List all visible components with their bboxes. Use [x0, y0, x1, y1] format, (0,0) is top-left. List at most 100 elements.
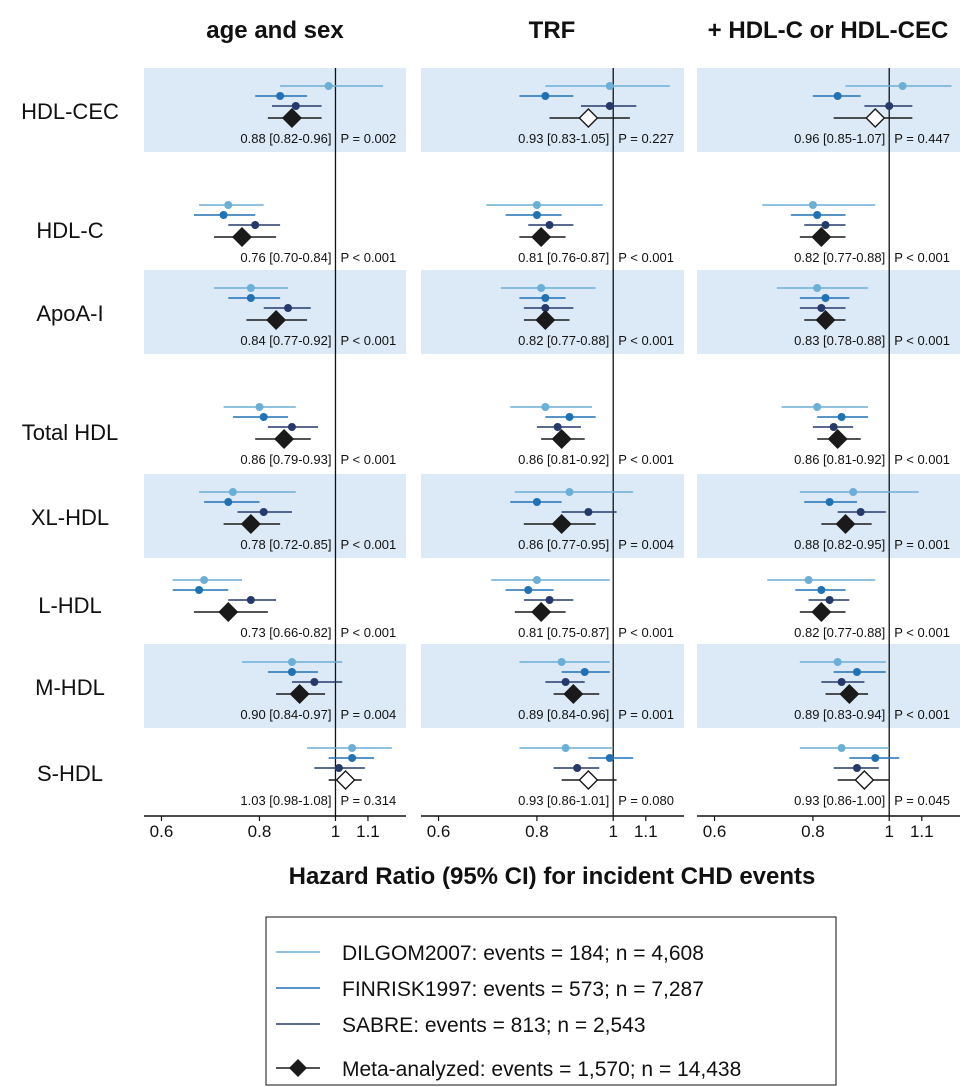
- meta-diamond: [839, 684, 860, 704]
- sabre-point: [561, 678, 570, 686]
- dilgom2007-point: [324, 82, 333, 90]
- meta-diamond: [811, 227, 832, 247]
- estimate-label: 0.88 [0.82-0.96]: [240, 131, 331, 146]
- finrisk1997-point: [565, 413, 574, 421]
- meta-diamond: [289, 684, 310, 704]
- meta-diamond: [531, 602, 552, 622]
- finrisk1997-point: [524, 586, 533, 594]
- meta-diamond: [531, 227, 552, 247]
- dilgom2007-point: [565, 488, 574, 496]
- estimate-label: 0.90 [0.84-0.97]: [240, 707, 331, 722]
- legend-entry-finrisk1997: FINRISK1997: events = 573; n = 7,287: [342, 978, 704, 1001]
- meta-diamond: [815, 310, 836, 330]
- finrisk1997-point: [821, 294, 830, 302]
- meta-diamond: [551, 429, 572, 449]
- meta-diamond: [274, 429, 295, 449]
- dilgom2007-point: [537, 284, 546, 292]
- p-value-label: P = 0.314: [340, 793, 396, 808]
- row-band: [144, 68, 406, 152]
- p-value-label: P = 0.004: [340, 707, 396, 722]
- dilgom2007-point: [849, 488, 858, 496]
- finrisk1997-point: [195, 586, 204, 594]
- finrisk1997-point: [532, 211, 541, 219]
- dilgom2007-point: [557, 658, 566, 666]
- sabre-point: [251, 221, 260, 229]
- sabre-point: [584, 508, 593, 516]
- meta-diamond: [854, 770, 875, 790]
- estimate-label: 0.89 [0.83-0.94]: [794, 707, 885, 722]
- p-value-label: P = 0.001: [894, 537, 950, 552]
- meta-diamond: [535, 310, 556, 330]
- meta-diamond: [578, 108, 599, 128]
- sabre-point: [885, 102, 894, 110]
- sabre-point: [334, 764, 343, 772]
- meta-diamond: [811, 602, 832, 622]
- dilgom2007-point: [200, 576, 209, 584]
- panel-2: 0.6 0.8 1 1.1 0.93 [0.83-1.05] P = 0.227 0.81 …: [421, 68, 684, 841]
- dilgom2007-point: [813, 284, 822, 292]
- row-label-apoa-i: ApoA-I: [36, 301, 103, 326]
- p-value-label: P = 0.004: [618, 537, 674, 552]
- finrisk1997-point: [541, 294, 550, 302]
- dilgom2007-point: [808, 201, 817, 209]
- finrisk1997-point: [871, 754, 880, 762]
- p-value-label: P < 0.001: [894, 452, 950, 467]
- meta-diamond: [240, 514, 261, 534]
- x-tick-label: 1: [884, 822, 893, 841]
- sabre-point: [287, 423, 296, 431]
- meta-diamond: [835, 514, 856, 534]
- row-label-m-hdl: M-HDL: [35, 675, 105, 700]
- estimate-label: 0.86 [0.81-0.92]: [518, 452, 609, 467]
- panel-1: 0.6 0.8 1 1.1 0.88 [0.82-0.96] P = 0.002 0.76 …: [144, 68, 406, 841]
- p-value-label: P = 0.001: [618, 707, 674, 722]
- dilgom2007-point: [228, 488, 237, 496]
- x-tick-label: 1.1: [356, 822, 380, 841]
- estimate-label: 0.81 [0.76-0.87]: [518, 250, 609, 265]
- row-band: [697, 644, 960, 728]
- estimate-label: 0.84 [0.77-0.92]: [240, 333, 331, 348]
- sabre-point: [573, 764, 582, 772]
- panel-title-1: age and sex: [206, 17, 344, 44]
- estimate-label: 0.82 [0.77-0.88]: [794, 625, 885, 640]
- finrisk1997-point: [224, 498, 233, 506]
- sabre-point: [829, 423, 838, 431]
- sabre-point: [545, 221, 554, 229]
- panel-title-2: TRF: [529, 17, 576, 44]
- dilgom2007-point: [255, 403, 264, 411]
- sabre-point: [545, 596, 554, 604]
- legend: DILGOM2007: events = 184; n = 4,608 FINRI…: [265, 916, 837, 1086]
- sabre-point: [310, 678, 319, 686]
- p-value-label: P < 0.001: [618, 625, 674, 640]
- p-value-label: P < 0.001: [340, 333, 396, 348]
- estimate-label: 0.86 [0.77-0.95]: [518, 537, 609, 552]
- dilgom2007-point: [287, 658, 296, 666]
- row-band: [697, 474, 960, 558]
- estimate-label: 0.86 [0.79-0.93]: [240, 452, 331, 467]
- dilgom2007-point: [541, 403, 550, 411]
- finrisk1997-point: [817, 586, 826, 594]
- p-value-label: P < 0.001: [340, 537, 396, 552]
- legend-entry-dilgom2007: DILGOM2007: events = 184; n = 4,608: [342, 942, 704, 965]
- row-band: [697, 270, 960, 354]
- finrisk1997-point: [605, 754, 614, 762]
- row-band: [144, 644, 406, 728]
- dilgom2007-point: [348, 744, 357, 752]
- p-value-label: P < 0.001: [894, 333, 950, 348]
- finrisk1997-point: [833, 92, 842, 100]
- sabre-point: [246, 596, 255, 604]
- finrisk1997-point: [348, 754, 357, 762]
- row-band: [421, 644, 684, 728]
- finrisk1997-point: [287, 668, 296, 676]
- meta-diamond: [551, 514, 572, 534]
- x-tick-label: 0.6: [150, 822, 174, 841]
- sabre-point: [852, 764, 861, 772]
- p-value-label: P = 0.447: [894, 131, 950, 146]
- estimate-label: 0.93 [0.86-1.01]: [518, 793, 609, 808]
- p-value-label: P < 0.001: [894, 707, 950, 722]
- finrisk1997-point: [532, 498, 541, 506]
- finrisk1997-point: [259, 413, 268, 421]
- estimate-label: 0.93 [0.83-1.05]: [518, 131, 609, 146]
- x-tick-label: 0.6: [427, 822, 451, 841]
- meta-diamond: [563, 684, 584, 704]
- p-value-label: P < 0.001: [340, 250, 396, 265]
